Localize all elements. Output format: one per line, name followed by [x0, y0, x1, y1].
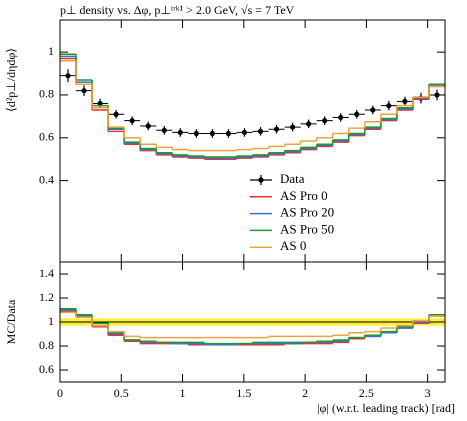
- legend-label: AS Pro 50: [280, 221, 334, 236]
- plot-frame: [59, 261, 446, 383]
- plot-frame: [59, 19, 446, 263]
- ratio-y-axis-label: MC/Data: [4, 299, 18, 344]
- data-point: [370, 107, 376, 113]
- data-point: [290, 124, 296, 130]
- data-point: [322, 118, 328, 124]
- y-tick-label: 0.8: [39, 338, 54, 352]
- data-point: [129, 118, 135, 124]
- data-point: [354, 111, 360, 117]
- data-point: [145, 123, 151, 129]
- data-point: [402, 98, 408, 104]
- data-point: [97, 100, 103, 107]
- data-point: [241, 129, 248, 136]
- x-tick-label: 2.5: [359, 386, 374, 400]
- data-point: [209, 130, 215, 137]
- data-point: [177, 129, 183, 136]
- data-point: [434, 92, 440, 98]
- legend-marker: [258, 177, 264, 183]
- chart-title: p⊥ density vs. Δφ, p⊥ᵗʳᵏ¹ > 2.0 GeV, √s …: [60, 3, 295, 17]
- y-tick-label: 1.2: [39, 290, 54, 304]
- y-axis-label: ⟨d²p⊥/dηdφ⟩: [4, 48, 18, 112]
- x-tick-label: 0.5: [114, 386, 129, 400]
- y-tick-label: 1: [48, 314, 54, 328]
- y-tick-label: 0.8: [39, 87, 54, 101]
- y-tick-label: 0.6: [39, 362, 54, 376]
- data-point: [161, 127, 167, 133]
- y-tick-label: 0.6: [39, 130, 54, 144]
- x-tick-label: 0: [57, 386, 63, 400]
- x-tick-label: 1.5: [236, 386, 251, 400]
- y-tick-label: 0.4: [39, 172, 54, 186]
- x-tick-label: 3: [425, 386, 431, 400]
- data-point: [193, 130, 199, 137]
- legend-label: AS Pro 20: [280, 205, 334, 220]
- data-point: [257, 128, 264, 134]
- legend-label: Data: [280, 171, 305, 186]
- legend-label: AS Pro 0: [280, 188, 328, 203]
- data-point: [113, 111, 119, 117]
- x-axis-label: |φ| (w.r.t. leading track) [rad]: [317, 401, 455, 415]
- data-point: [65, 73, 71, 79]
- data-point: [273, 126, 280, 132]
- legend-label: AS 0: [280, 238, 306, 253]
- data-point: [81, 88, 87, 94]
- y-tick-label: 1.4: [39, 266, 54, 280]
- x-tick-label: 1: [180, 386, 186, 400]
- data-point: [338, 114, 344, 121]
- x-tick-label: 2: [302, 386, 308, 400]
- data-point: [386, 103, 392, 109]
- data-point: [225, 130, 232, 137]
- y-tick-label: 1: [48, 44, 54, 58]
- data-point: [306, 121, 312, 127]
